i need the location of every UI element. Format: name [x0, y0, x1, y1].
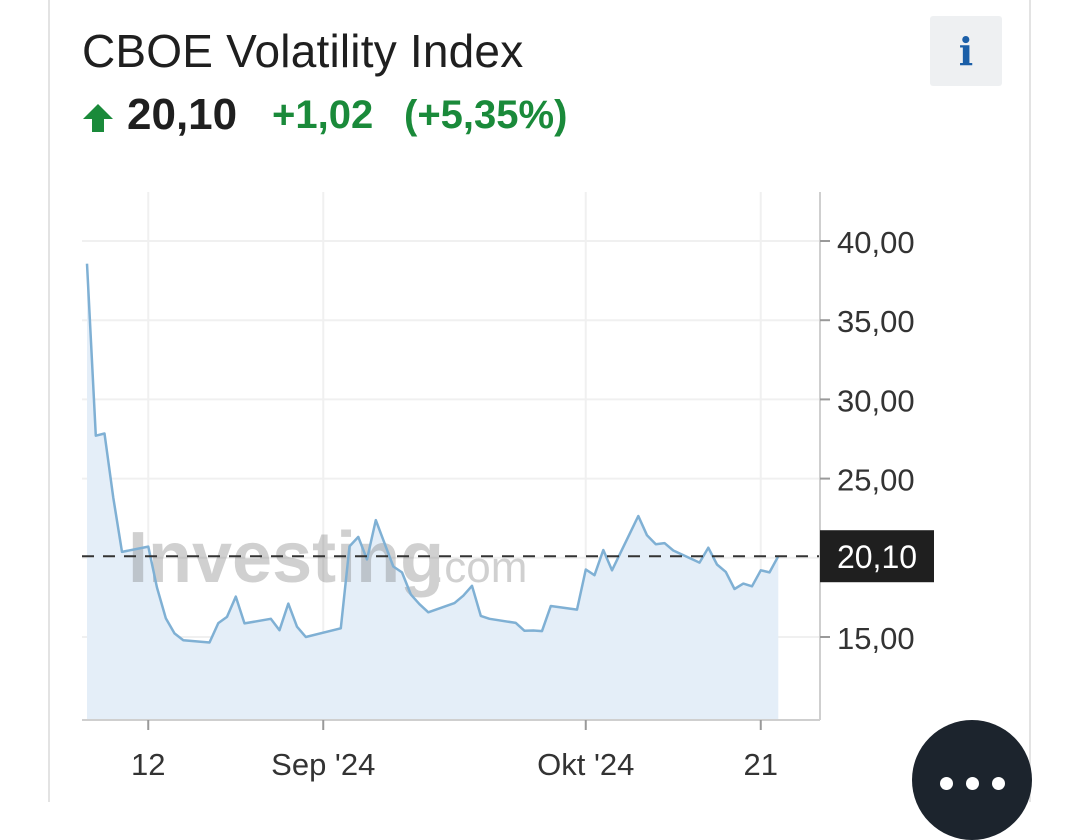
more-horizontal-icon-dot — [992, 777, 1005, 790]
last-price-tag-background — [820, 530, 934, 583]
x-tick-label: 12 — [131, 747, 165, 782]
x-tick-label: 21 — [744, 747, 778, 782]
price-change: +1,02 — [272, 93, 374, 137]
chart-axes — [82, 192, 821, 721]
watermark-suffix: .com — [432, 543, 527, 592]
page-title: CBOE Volatility Index — [82, 25, 524, 77]
last-price-tag-label: 20,10 — [837, 539, 917, 575]
y-tick-label: 15,00 — [837, 621, 915, 656]
info-icon: i — [958, 28, 974, 74]
last-price-tag: 20,10 — [820, 530, 934, 583]
x-axis-labels: 12 Sep '24 Okt '24 21 — [131, 720, 778, 782]
watermark-brand: Investing — [128, 518, 444, 598]
more-horizontal-icon-dot — [966, 777, 979, 790]
y-tick-label: 35,00 — [837, 304, 915, 339]
x-tick-label: Okt '24 — [537, 747, 634, 782]
more-options-button[interactable] — [912, 720, 1032, 840]
y-tick-label: 30,00 — [837, 383, 915, 418]
price-area-fill — [87, 263, 779, 720]
price-line — [85, 263, 780, 644]
card-border-left — [48, 0, 50, 802]
y-tick-label: 25,00 — [837, 463, 915, 498]
y-tick-label: 40,00 — [837, 225, 915, 260]
price-change-percent: (+5,35%) — [404, 93, 568, 137]
last-price: 20,10 — [127, 90, 238, 139]
x-tick-label: Sep '24 — [271, 747, 375, 782]
investing-watermark: Investing .com — [128, 518, 527, 598]
price-chart[interactable]: Investing .com 15,0020,0025,0030,0035,00… — [0, 0, 1080, 802]
arrow-up-icon — [83, 104, 113, 132]
card-border-right — [1029, 0, 1031, 802]
more-horizontal-icon-dot — [940, 777, 953, 790]
info-button[interactable]: i — [930, 16, 1002, 86]
